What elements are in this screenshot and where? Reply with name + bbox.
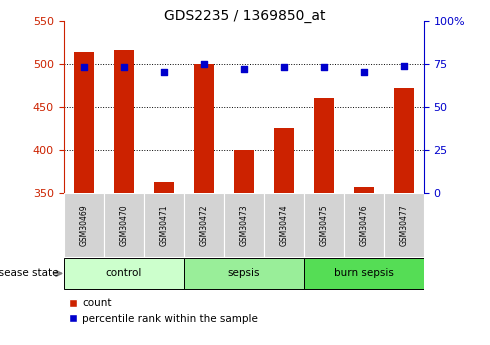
Bar [184,258,304,289]
Bar [314,98,334,193]
Text: GSM30474: GSM30474 [279,204,288,246]
Bar [114,50,134,193]
Text: control: control [105,268,142,278]
Bar [304,258,424,289]
Point [80,65,88,70]
Point [200,61,208,67]
Bar [394,88,414,193]
Point [320,65,328,70]
Bar [104,193,144,257]
Bar [194,64,214,193]
Point [280,65,288,70]
Text: GSM30470: GSM30470 [119,204,128,246]
Point [400,63,408,68]
Text: sepsis: sepsis [227,268,260,278]
Text: GSM30472: GSM30472 [199,204,208,246]
Bar [64,193,104,257]
Legend: count, percentile rank within the sample: count, percentile rank within the sample [69,298,258,324]
Bar [64,258,184,289]
Point [160,70,168,75]
Bar [154,182,174,193]
Point [120,65,127,70]
Bar [304,193,344,257]
Text: GSM30477: GSM30477 [399,204,408,246]
Text: burn sepsis: burn sepsis [334,268,394,278]
Bar [274,128,294,193]
Text: GSM30476: GSM30476 [359,204,368,246]
Point [360,70,368,75]
Text: GDS2235 / 1369850_at: GDS2235 / 1369850_at [164,9,326,23]
Bar [344,193,384,257]
Bar [354,187,374,193]
Bar [224,193,264,257]
Bar [74,52,94,193]
Text: disease state: disease state [0,268,59,278]
Bar [184,193,224,257]
Bar [234,150,254,193]
Text: GSM30473: GSM30473 [239,204,248,246]
Text: GSM30471: GSM30471 [159,204,168,246]
Point [240,66,247,72]
Bar [384,193,424,257]
Bar [264,193,304,257]
Bar [144,193,184,257]
Text: GSM30469: GSM30469 [79,204,88,246]
Text: GSM30475: GSM30475 [319,204,328,246]
